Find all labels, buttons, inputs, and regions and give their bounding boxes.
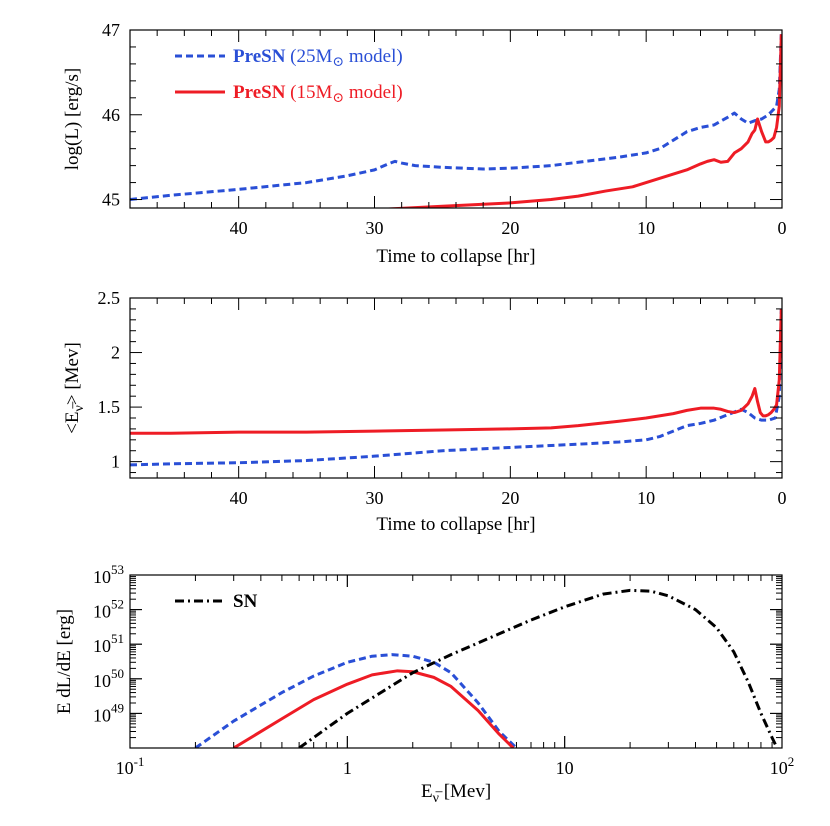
series-line-3 xyxy=(298,588,779,748)
series-group xyxy=(130,34,782,208)
x-tick-label: 1 xyxy=(343,758,352,778)
x-axis-label-sub: ν̅ xyxy=(433,791,443,806)
x-tick-label: 30 xyxy=(366,218,384,238)
legend-label-bold: PreSN xyxy=(233,46,286,67)
y-tick-label: 1052 xyxy=(93,597,124,622)
tick-base: 10 xyxy=(93,671,111,691)
x-tick-label: 20 xyxy=(501,218,519,238)
legend-label: PreSN (15M⊙ model) xyxy=(233,82,403,106)
legend-label: PreSN (25M⊙ model) xyxy=(233,46,403,70)
tick-base: 10 xyxy=(93,705,111,725)
plot-frame xyxy=(129,297,783,479)
series-line-2 xyxy=(130,308,782,435)
series-line-2 xyxy=(378,34,782,208)
legend-label-text: model) xyxy=(344,46,403,67)
legend-entry-1: PreSN (25M⊙ model) xyxy=(175,46,403,70)
x-tick-label: 20 xyxy=(501,488,519,508)
tick-exponent: -1 xyxy=(134,754,145,769)
x-tick-label: 102 xyxy=(770,754,795,778)
x-tick-label: 0 xyxy=(778,488,787,508)
y-tick-label: 45 xyxy=(102,190,120,210)
tick-exponent: 53 xyxy=(111,562,124,577)
legend-label: SN xyxy=(233,591,258,612)
y-axis-label: <Eν̅> [Mev] xyxy=(62,342,87,434)
y-tick-label: 2 xyxy=(111,343,120,363)
x-axis-label-main: E xyxy=(421,781,433,802)
y-tick-label: 1051 xyxy=(93,631,124,656)
y-axis-label-main: <E xyxy=(62,411,83,433)
series-group xyxy=(194,588,779,748)
tick-exponent: 2 xyxy=(788,754,795,769)
sun-symbol-icon: ⊙ xyxy=(332,91,344,106)
x-tick-label: 0 xyxy=(778,218,787,238)
y-axis-label: log(L) [erg/s] xyxy=(62,68,83,171)
y-tick-label: 46 xyxy=(102,105,120,125)
x-tick-label: 10-1 xyxy=(116,754,145,778)
y-tick-label: 47 xyxy=(102,20,120,40)
x-tick-label: 10 xyxy=(556,758,574,778)
legend-label-bold: SN xyxy=(233,591,258,612)
tick-exponent: 49 xyxy=(111,700,124,715)
x-axis-label: Time to collapse [hr] xyxy=(376,246,535,267)
x-tick-label: 30 xyxy=(366,488,384,508)
legend-label-text: model) xyxy=(344,82,403,103)
y-axis-label: E dL/dE [erg] xyxy=(54,609,75,714)
legend-label-bold: PreSN xyxy=(233,82,286,103)
series-line-1 xyxy=(130,308,782,467)
series-line-1 xyxy=(194,653,518,748)
tick-base: 10 xyxy=(556,758,574,778)
tick-base: 10 xyxy=(116,758,134,778)
series-group xyxy=(130,308,782,467)
x-axis-label: Eν̅ [Mev] xyxy=(421,781,491,806)
tick-base: 10 xyxy=(93,567,111,587)
panel-1: 40 30 20 10 0 45 46 47 Time to collapse [hr] log(… xyxy=(62,20,787,267)
legend-label-text: (25M xyxy=(285,46,332,67)
x-tick-label: 40 xyxy=(230,488,248,508)
legend-entry-2: PreSN (15M⊙ model) xyxy=(175,82,403,106)
y-tick-label: 1053 xyxy=(93,562,124,587)
tick-base: 10 xyxy=(93,602,111,622)
legend-entry-1: SN xyxy=(175,591,258,612)
tick-base: 10 xyxy=(770,758,788,778)
series-line-1 xyxy=(130,34,782,202)
sun-symbol-icon: ⊙ xyxy=(332,55,344,70)
x-tick-label: 10 xyxy=(637,488,655,508)
y-tick-label: 1.5 xyxy=(98,397,121,417)
y-tick-label: 1 xyxy=(111,452,120,472)
plot-frame xyxy=(129,574,783,749)
x-tick-label: 10 xyxy=(637,218,655,238)
y-tick-label: 1050 xyxy=(93,666,124,691)
tick-exponent: 51 xyxy=(111,631,124,646)
tick-exponent: 52 xyxy=(111,597,124,612)
panel-2: 40 30 20 10 0 1 1.5 2 2.5 Time to collapse [hr] <E… xyxy=(62,288,787,535)
legend-label-text: (15M xyxy=(285,82,332,103)
y-tick-label: 1049 xyxy=(93,700,124,725)
tick-base: 1 xyxy=(343,758,352,778)
x-axis-label-end: [Mev] xyxy=(439,781,491,802)
series-line-2 xyxy=(232,669,515,748)
y-tick-label: 2.5 xyxy=(98,288,121,308)
x-axis-label: Time to collapse [hr] xyxy=(376,514,535,535)
x-tick-label: 40 xyxy=(230,218,248,238)
y-axis-label-sub: ν̅ xyxy=(72,401,87,411)
plot-frame xyxy=(129,29,783,209)
tick-base: 10 xyxy=(93,636,111,656)
tick-exponent: 50 xyxy=(111,666,124,681)
y-axis-label-end: > [Mev] xyxy=(62,342,83,405)
